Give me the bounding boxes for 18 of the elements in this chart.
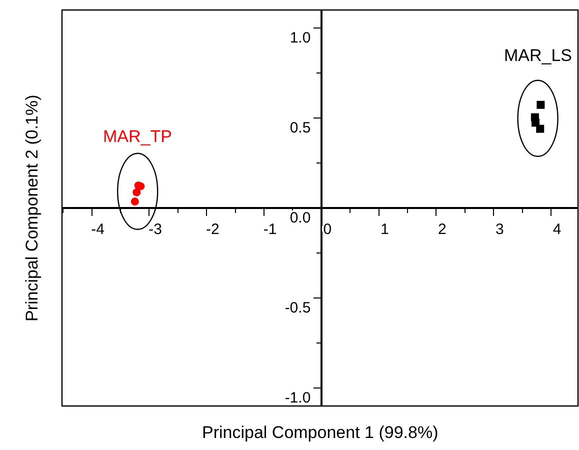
y-tick-label: -1.0	[284, 389, 311, 406]
x-tick-label: 3	[495, 220, 504, 238]
y-tick-label: -0.5	[284, 299, 311, 316]
y-axis-title: Principal Component 2 (0.1%)	[22, 94, 42, 322]
x-tick-label: 1	[380, 220, 389, 238]
y-tick-label: 0.0	[290, 209, 311, 226]
y-tick-label: 0.5	[290, 119, 311, 136]
text: MAR_LS	[504, 46, 572, 65]
x-tick-label: 4	[552, 220, 562, 238]
x-tick-label: 2	[438, 220, 446, 238]
x-axis-title: Principal Component 1 (99.8%)	[202, 423, 438, 442]
x-tick-label: -3	[148, 220, 162, 238]
x-tick-label: -4	[91, 220, 105, 238]
x-tick-label: 0	[323, 220, 332, 238]
x-tick-label: -2	[206, 220, 220, 238]
text: MAR_TP	[103, 127, 172, 146]
x-tick-label: -1	[263, 220, 277, 238]
y-tick-label: 1.0	[290, 29, 311, 46]
